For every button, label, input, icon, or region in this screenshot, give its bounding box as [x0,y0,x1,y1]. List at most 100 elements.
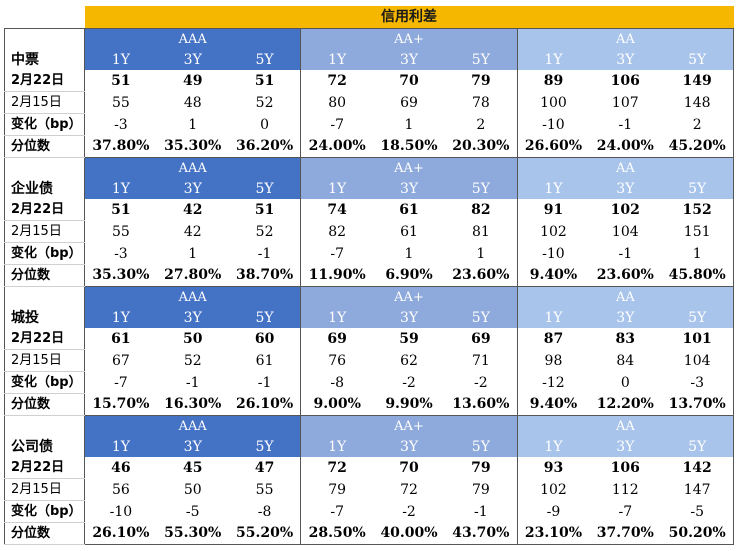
value-cell: 60 [254,330,275,347]
table-row: 2月22日 51 42 51 74 61 82 91 102 152 [3,199,735,221]
rating-group-header: AA [516,286,735,307]
value-cell: -10 [84,500,157,523]
rating-group-header: AA [516,415,735,436]
value-cell: 1 [476,245,486,262]
value-cell: 0 [260,116,270,133]
value-cell: -7 [300,242,373,265]
value-cell: 55.30% [156,522,229,545]
value-cell: 12.20% [589,393,662,416]
tenor-header: 5Y [661,436,735,457]
section-group-header-row: AAA AA+ AA [3,286,735,307]
value-cell: 102 [516,478,590,501]
value-cell: 9.40% [516,393,590,416]
value-cell: 69 [300,328,373,350]
value-cell: 79 [471,481,490,498]
value-cell: 79 [471,72,491,89]
row-label: 变化（bp） [3,371,85,394]
value-cell: 79 [300,478,373,501]
value-cell: 23.60% [589,264,662,287]
value-cell: -2 [402,503,416,520]
value-cell: 37.80% [84,135,157,158]
value-cell: 93 [516,457,590,479]
value-cell: -7 [84,371,157,394]
value-cell: 61 [255,352,274,369]
table-title: 信用利差 [84,6,734,29]
section-tenor-row: 公司债 1Y 3Y 5Y 1Y 3Y 5Y 1Y 3Y 5Y [3,436,735,457]
rating-group-header: AA+ [300,28,518,49]
value-cell: 47 [254,459,275,476]
tenor-header: 3Y [589,436,662,457]
table-row: 分位数 37.80% 35.30% 36.20% 24.00% 18.50% 20.30% 2… [3,135,735,158]
table-row: 分位数 35.30% 27.80% 38.70% 11.90% 6.90% 23.60% 9.… [3,264,735,287]
row-label: 2月22日 [3,199,85,221]
value-cell: -1 [618,245,633,262]
value-cell: 18.50% [372,135,446,158]
table-row: 分位数 26.10% 55.30% 55.20% 28.50% 40.00% 43.70% 2… [3,522,735,545]
table-row: 分位数 15.70% 16.30% 26.10% 9.00% 9.90% 13.60% 9.4… [3,393,735,416]
value-cell: 69 [400,94,418,111]
table-row: 变化（bp） -10 -5 -8 -7 -2 -1 -9 -7 -5 [3,500,735,523]
value-cell: -5 [661,500,735,523]
tenor-header: 1Y [516,178,590,199]
tenor-header: 3Y [156,178,229,199]
value-cell: -1 [618,116,633,133]
value-cell: 71 [471,352,490,369]
value-cell: 52 [255,223,274,240]
tenor-header: 5Y [661,178,735,199]
table-row: 变化（bp） -3 1 0 -7 1 2 -10 -1 2 [3,113,735,136]
value-cell: 48 [183,94,202,111]
tenor-header: 5Y [661,307,735,328]
value-cell: 107 [611,94,639,111]
tenor-header: 3Y [372,178,446,199]
value-cell: 59 [399,330,419,347]
value-cell: 152 [661,199,735,221]
rating-group-header: AA+ [300,286,518,307]
row-label: 2月22日 [3,70,85,92]
value-cell: -3 [84,113,157,136]
value-cell: 1 [404,116,414,133]
rating-group-header: AAA [84,28,301,49]
value-cell: 147 [661,478,735,501]
value-cell: 79 [471,459,491,476]
tenor-header: 3Y [156,436,229,457]
value-cell: 16.30% [156,393,229,416]
value-cell: 23.60% [445,264,518,287]
value-cell: 42 [182,201,203,218]
value-cell: 76 [300,349,373,372]
tenor-header: 1Y [516,49,590,70]
value-cell: 82 [471,201,491,218]
rating-group-header: AA [516,28,735,49]
title-blank-cell [4,6,85,29]
section-name: 公司债 [3,436,85,457]
row-label: 变化（bp） [3,242,85,265]
section-tenor-row: 中票 1Y 3Y 5Y 1Y 3Y 5Y 1Y 3Y 5Y [3,49,735,70]
tenor-header: 1Y [516,307,590,328]
title-row: 信用利差 [4,6,734,29]
section-header-blank [3,28,85,49]
value-cell: 55.20% [228,522,301,545]
value-cell: 87 [516,328,590,350]
tenor-header: 1Y [300,49,373,70]
rating-group-header: AA+ [300,157,518,178]
value-cell: 52 [255,94,274,111]
value-cell: 100 [516,91,590,114]
value-cell: -1 [185,374,200,391]
value-cell: 0 [620,374,630,391]
credit-spread-table: 信用利差 AAA AA+ AA 中票 1Y 3Y 5Y 1Y 3Y 5Y 1Y 3Y 5Y 2月22日 51… [3,6,735,545]
table-row: 变化（bp） -7 -1 -1 -8 -2 -2 -12 0 -3 [3,371,735,394]
value-cell: 36.20% [228,135,301,158]
value-cell: 9.90% [372,393,446,416]
value-cell: 72 [400,481,418,498]
value-cell: 70 [399,72,419,89]
value-cell: 148 [661,91,735,114]
section-header-blank [3,415,85,436]
value-cell: 69 [471,330,491,347]
row-label: 变化（bp） [3,113,85,136]
value-cell: 51 [84,199,157,221]
value-cell: 89 [516,70,590,92]
value-cell: -10 [516,113,590,136]
value-cell: 50.20% [661,522,735,545]
value-cell: 24.00% [589,135,662,158]
row-label: 2月15日 [3,478,85,501]
rating-group-header: AAA [84,157,301,178]
